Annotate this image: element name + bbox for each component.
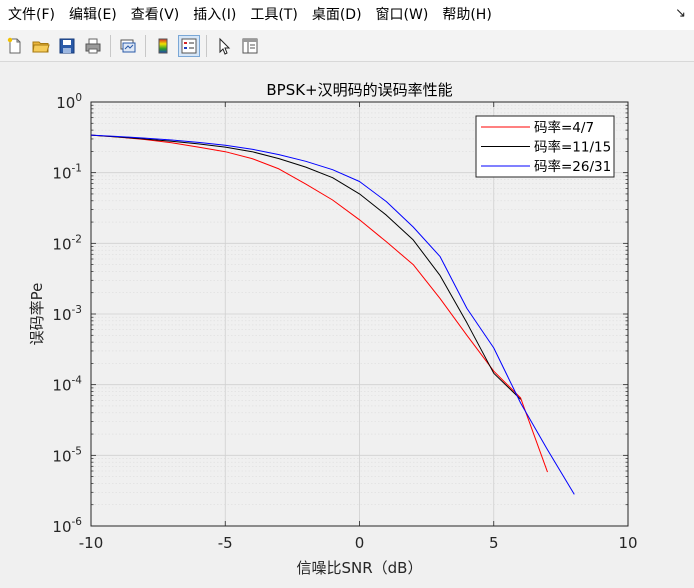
new-file-icon	[7, 37, 21, 53]
y-tick-labels: 100 10-1 10-2 10-3 10-4 10-5 10-6	[52, 92, 82, 536]
menu-desktop[interactable]: 桌面(D)	[311, 7, 362, 23]
menu-view[interactable]: 查看(V)	[130, 7, 180, 23]
menu-window[interactable]: 窗口(W)	[375, 7, 429, 23]
colorbar-icon	[158, 38, 168, 53]
y-tick-label: 10-2	[52, 233, 82, 253]
legend-label-rate-4-7: 码率=4/7	[534, 119, 594, 136]
menu-help[interactable]: 帮助(H)	[442, 7, 492, 23]
y-tick-label: 10-1	[52, 163, 82, 183]
x-axis-label: 信噪比SNR（dB）	[297, 559, 423, 577]
menu-edit[interactable]: 编辑(E)	[68, 7, 117, 23]
legend[interactable]: 码率=4/7 码率=11/15 码率=26/31	[475, 115, 615, 178]
menu-bar: 文件(F) 编辑(E) 查看(V) 插入(I) 工具(T) 桌面(D) 窗口(W…	[0, 0, 694, 30]
link-plot-icon	[120, 39, 136, 52]
y-axis-label: 误码率Pe	[28, 283, 46, 346]
pointer-icon	[219, 37, 231, 55]
x-tick-label: -5	[218, 534, 233, 552]
chart: -10 -5 0 5 10 100 10-1 10-2 10-3 10-4 10-5 10-6 BP…	[28, 81, 638, 577]
legend-label-rate-26-31: 码率=26/31	[534, 158, 611, 175]
property-editor-icon	[242, 38, 258, 53]
y-tick-label: 10-4	[52, 375, 82, 395]
edit-plot-button[interactable]	[213, 35, 235, 57]
toolbar-separator	[110, 34, 111, 57]
figure-toolbar	[0, 30, 694, 62]
new-figure-button[interactable]	[4, 35, 26, 57]
x-tick-label: 0	[355, 534, 365, 552]
open-file-button[interactable]	[30, 35, 52, 57]
print-button[interactable]	[82, 35, 104, 57]
legend-label-rate-11-15: 码率=11/15	[534, 139, 611, 156]
property-editor-button[interactable]	[239, 35, 261, 57]
menu-insert[interactable]: 插入(I)	[193, 7, 237, 23]
series-line-0	[90, 134, 548, 473]
y-tick-label: 10-3	[52, 304, 82, 324]
toolbar-separator	[145, 34, 146, 57]
figure-canvas: -10 -5 0 5 10 100 10-1 10-2 10-3 10-4 10-5 10-6 BP…	[0, 62, 694, 584]
y-tick-label: 100	[56, 92, 82, 112]
series-layer	[90, 134, 575, 495]
legend-button[interactable]	[178, 34, 200, 57]
save-button[interactable]	[56, 35, 78, 57]
legend-icon	[181, 38, 197, 53]
menu-file[interactable]: 文件(F)	[8, 7, 55, 23]
chart-title: BPSK+汉明码的误码率性能	[266, 81, 452, 99]
folder-icon	[32, 41, 50, 52]
link-plot-button[interactable]	[117, 35, 139, 57]
x-tick-labels: -10 -5 0 5 10	[79, 534, 638, 552]
x-tick-label: 10	[618, 534, 637, 552]
x-tick-label: -10	[79, 534, 104, 552]
series-line-1	[90, 134, 521, 400]
printer-icon	[85, 38, 101, 53]
y-tick-label: 10-6	[52, 516, 82, 536]
series-line-2	[90, 134, 575, 495]
colorbar-button[interactable]	[152, 35, 174, 57]
tick-marks	[90, 101, 629, 527]
x-tick-label: 5	[489, 534, 499, 552]
toolbar-separator	[206, 34, 207, 57]
dock-arrow-icon[interactable]: ↘	[675, 6, 686, 21]
save-icon	[59, 38, 75, 53]
y-tick-label: 10-5	[52, 445, 82, 465]
menu-tools[interactable]: 工具(T)	[250, 7, 298, 23]
